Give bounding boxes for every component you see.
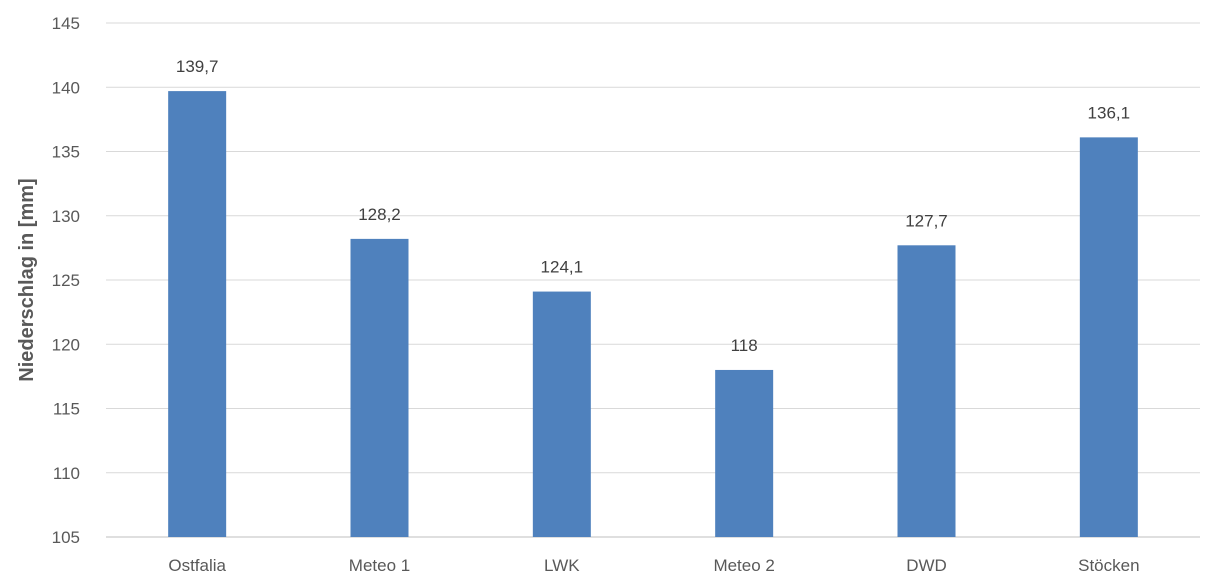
x-tick-label: LWK	[544, 556, 580, 575]
data-label: 128,2	[358, 205, 401, 224]
x-tick-label: Ostfalia	[168, 556, 226, 575]
bar	[532, 291, 591, 537]
y-tick-label: 105	[52, 528, 80, 547]
bars	[168, 91, 1138, 538]
x-axis-tick-labels: Ostfalia Meteo 1 LWK Meteo 2 DWD Stöcken	[168, 556, 1139, 575]
gridlines	[106, 22, 1200, 538]
bar	[715, 369, 774, 537]
data-label: 136,1	[1088, 103, 1131, 122]
data-label: 124,1	[541, 258, 584, 277]
y-tick-label: 125	[52, 271, 80, 290]
data-label: 118	[731, 336, 758, 355]
y-axis-title: Niederschlag in [mm]	[16, 178, 38, 381]
y-tick-label: 110	[53, 464, 80, 483]
x-tick-label: Meteo 2	[713, 556, 774, 575]
bar	[1079, 137, 1138, 538]
data-label: 139,7	[176, 57, 219, 76]
y-tick-label: 115	[53, 400, 80, 419]
x-tick-label: DWD	[906, 556, 947, 575]
y-tick-label: 120	[52, 335, 80, 354]
x-tick-label: Stöcken	[1078, 556, 1139, 575]
y-tick-label: 145	[52, 14, 80, 33]
data-label: 127,7	[905, 211, 948, 230]
bar	[168, 91, 227, 537]
data-labels: 139,7 128,2 124,1 118 127,7 136,1	[176, 57, 1130, 355]
y-axis-tick-labels: 105 110 115 120 125 130 135 140 145	[52, 14, 80, 547]
y-tick-label: 140	[52, 78, 80, 97]
x-tick-label: Meteo 1	[349, 556, 410, 575]
bar	[897, 245, 956, 537]
bar	[350, 238, 409, 537]
y-tick-label: 135	[52, 143, 80, 162]
y-tick-label: 130	[52, 207, 80, 226]
